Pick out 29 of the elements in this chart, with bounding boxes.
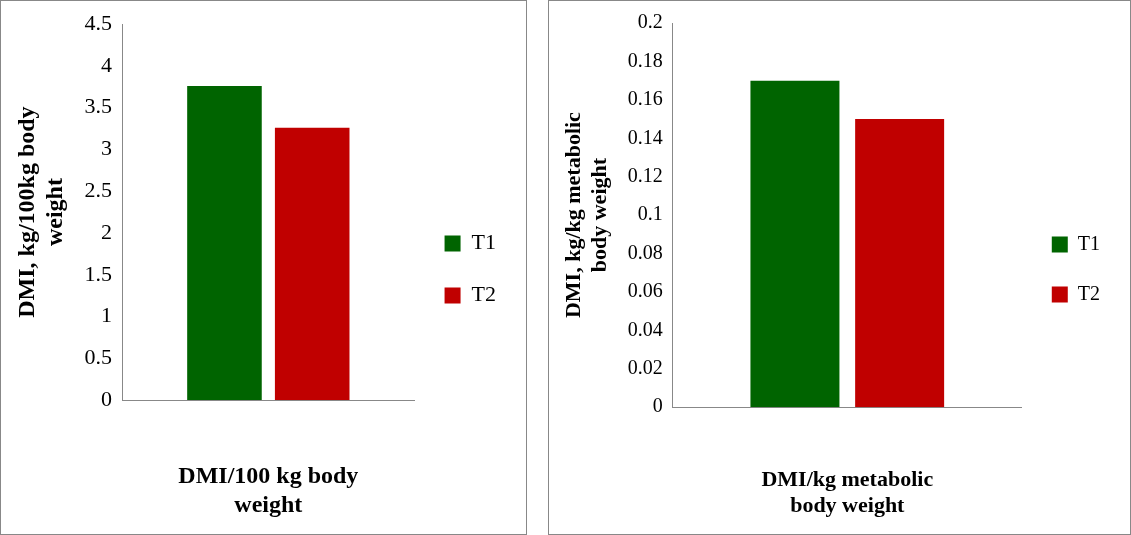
x-axis-title: DMI/kg metabolic body weight — [761, 466, 934, 518]
y-tick-label: 0.18 — [627, 48, 663, 71]
x-axis-title: DMI/100 kg body weight — [178, 462, 359, 517]
y-tick-label: 0.12 — [627, 163, 663, 186]
y-axis-title: DMI, kg/kg metabolic body weight — [559, 111, 612, 319]
y-tick-label: 0 — [652, 394, 663, 417]
legend-label: T1 — [471, 229, 497, 255]
y-tick-label: 0.08 — [627, 240, 663, 263]
y-tick-label: 4.5 — [84, 9, 113, 35]
y-axis-title: DMI, kg/100kg body weight — [12, 106, 68, 318]
y-tick-label: 0.14 — [627, 125, 663, 148]
y-tick-label: 0.5 — [84, 344, 113, 370]
y-tick-label: 3 — [101, 135, 113, 161]
y-tick-label: 1 — [101, 302, 113, 328]
y-tick-label: 0.02 — [627, 356, 663, 379]
y-tick-label: 0.06 — [627, 279, 663, 302]
y-tick-label: 2.5 — [84, 177, 113, 202]
y-tick-label: 0 — [101, 385, 113, 411]
y-tick-label: 0.1 — [637, 202, 663, 225]
y-tick-label: 0.16 — [627, 87, 663, 110]
y-tick-label: 2 — [101, 218, 113, 244]
legend-label: T2 — [471, 281, 497, 307]
y-tick-label: 3.5 — [84, 93, 113, 119]
legend-label: T1 — [1077, 231, 1100, 254]
y-tick-label: 0.2 — [637, 10, 663, 33]
legend-label: T2 — [1077, 281, 1100, 304]
y-tick-label: 4 — [101, 51, 113, 77]
y-tick-label: 1.5 — [84, 260, 113, 286]
y-tick-label: 0.04 — [627, 317, 663, 340]
